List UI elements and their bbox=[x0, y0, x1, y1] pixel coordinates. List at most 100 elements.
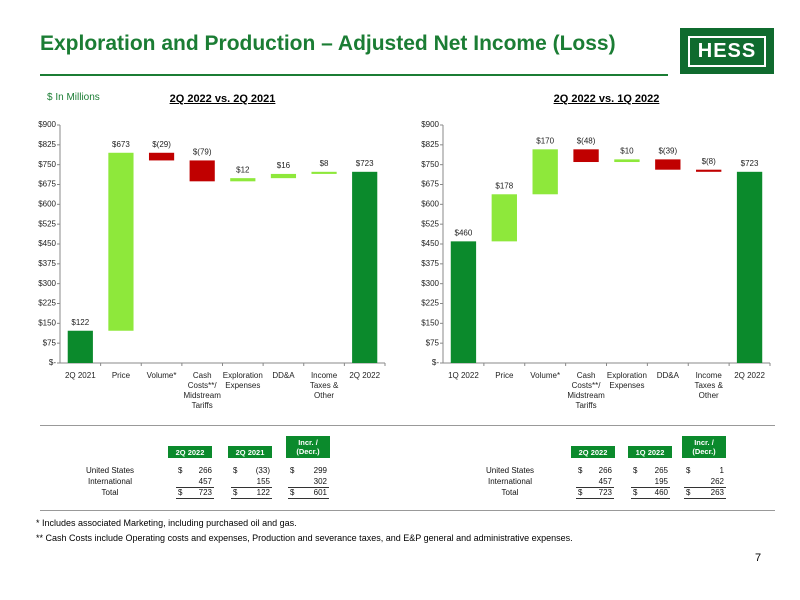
cell-value: 460 bbox=[654, 488, 668, 497]
title-rule bbox=[40, 74, 668, 76]
cell-value: 601 bbox=[313, 488, 327, 497]
row-label: United States bbox=[85, 466, 135, 475]
cell-rule bbox=[288, 498, 329, 499]
cell-rule bbox=[176, 487, 214, 488]
y-tick-label: $900 bbox=[38, 120, 56, 129]
x-tick-label: 1Q 2022 bbox=[448, 371, 479, 380]
currency-sign: $ bbox=[633, 466, 638, 475]
cell-rule bbox=[288, 487, 329, 488]
value-label: $(8) bbox=[702, 157, 717, 166]
cell-value: 263 bbox=[710, 488, 724, 497]
row-label: International bbox=[87, 477, 133, 486]
cell-value: 1 bbox=[719, 466, 724, 475]
y-tick-label: $- bbox=[49, 358, 56, 367]
value-label: $12 bbox=[236, 165, 250, 174]
y-tick-label: $450 bbox=[38, 239, 56, 248]
cell-value: 265 bbox=[654, 466, 668, 475]
y-tick-label: $375 bbox=[38, 259, 56, 268]
y-tick-label: $75 bbox=[426, 338, 440, 347]
value-label: $(29) bbox=[152, 140, 171, 149]
slide-title: Exploration and Production – Adjusted Ne… bbox=[40, 32, 616, 55]
currency-sign: $ bbox=[578, 488, 583, 497]
value-label: $8 bbox=[320, 159, 329, 168]
y-tick-label: $525 bbox=[38, 219, 56, 228]
x-tick-label: Volume* bbox=[530, 371, 561, 380]
value-label: $673 bbox=[112, 140, 130, 149]
x-tick-label: Exploration Expenses bbox=[606, 371, 647, 390]
currency-sign: $ bbox=[178, 466, 183, 475]
y-tick-label: $450 bbox=[421, 239, 439, 248]
currency-sign: $ bbox=[290, 466, 295, 475]
value-label: $(79) bbox=[193, 148, 212, 157]
column-header: 2Q 2022 bbox=[571, 446, 615, 458]
cell-value: 723 bbox=[198, 488, 212, 497]
bar bbox=[532, 149, 558, 195]
column-header: 2Q 2021 bbox=[228, 446, 272, 458]
x-tick-label: Price bbox=[111, 371, 131, 380]
y-tick-label: $750 bbox=[38, 160, 56, 169]
value-label: $460 bbox=[455, 228, 473, 237]
x-tick-label: 2Q 2021 bbox=[64, 371, 96, 380]
x-tick-label: Price bbox=[495, 371, 514, 380]
value-label: $178 bbox=[495, 181, 513, 190]
footnote: ** Cash Costs include Operating costs an… bbox=[36, 533, 573, 543]
cell-rule bbox=[576, 487, 614, 488]
chart-title: 2Q 2022 vs. 2Q 2021 bbox=[169, 93, 276, 105]
x-tick-label: Volume* bbox=[146, 371, 177, 380]
cell-value: 457 bbox=[198, 477, 212, 486]
value-label: $723 bbox=[356, 159, 374, 168]
y-tick-label: $300 bbox=[421, 279, 439, 288]
bar bbox=[450, 241, 477, 363]
cell-rule bbox=[631, 498, 670, 499]
row-label: International bbox=[487, 477, 533, 486]
x-tick-label: Cash Costs**/ Midstream Tariffs bbox=[183, 371, 221, 410]
x-tick-label: Cash Costs**/ Midstream Tariffs bbox=[567, 371, 605, 410]
x-tick-label: Income Taxes & Other bbox=[309, 371, 339, 400]
currency-sign: $ bbox=[233, 488, 238, 497]
bar bbox=[696, 169, 722, 172]
cell-value: 299 bbox=[313, 466, 327, 475]
bar bbox=[614, 159, 640, 163]
cell-value: 155 bbox=[256, 477, 270, 486]
units-label: $ In Millions bbox=[47, 92, 100, 103]
bar bbox=[270, 173, 297, 179]
row-label: Total bbox=[101, 488, 119, 497]
value-label: $16 bbox=[277, 161, 291, 170]
cell-rule bbox=[176, 498, 214, 499]
y-tick-label: $675 bbox=[38, 180, 56, 189]
footnote: * Includes associated Marketing, includi… bbox=[36, 518, 297, 528]
currency-sign: $ bbox=[686, 466, 691, 475]
cell-value: 262 bbox=[710, 477, 724, 486]
y-tick-label: $225 bbox=[421, 299, 439, 308]
x-tick-label: DD&A bbox=[272, 371, 295, 380]
bar bbox=[108, 152, 134, 331]
currency-sign: $ bbox=[178, 488, 183, 497]
y-tick-label: $600 bbox=[38, 199, 56, 208]
y-tick-label: $825 bbox=[421, 140, 439, 149]
cell-rule bbox=[631, 487, 670, 488]
cell-rule bbox=[231, 487, 272, 488]
cell-value: 723 bbox=[598, 488, 612, 497]
currency-sign: $ bbox=[290, 488, 295, 497]
page-number: 7 bbox=[755, 552, 762, 564]
x-tick-label: 2Q 2022 bbox=[734, 371, 765, 380]
cell-rule bbox=[684, 498, 726, 499]
currency-sign: $ bbox=[686, 488, 691, 497]
value-label: $723 bbox=[741, 159, 759, 168]
bar bbox=[148, 152, 175, 161]
cell-rule bbox=[231, 498, 272, 499]
chart-title: 2Q 2022 vs. 1Q 2022 bbox=[553, 93, 660, 105]
bar bbox=[655, 159, 681, 170]
y-tick-label: $525 bbox=[421, 219, 439, 228]
x-tick-label: 2Q 2022 bbox=[349, 371, 381, 380]
y-tick-label: $150 bbox=[421, 318, 439, 327]
bar bbox=[491, 194, 517, 242]
cell-rule bbox=[576, 498, 614, 499]
table-rule-top bbox=[40, 425, 775, 426]
y-tick-label: $75 bbox=[43, 338, 57, 347]
cell-value: (33) bbox=[255, 466, 270, 475]
bar bbox=[352, 171, 378, 363]
y-tick-label: $300 bbox=[38, 279, 56, 288]
